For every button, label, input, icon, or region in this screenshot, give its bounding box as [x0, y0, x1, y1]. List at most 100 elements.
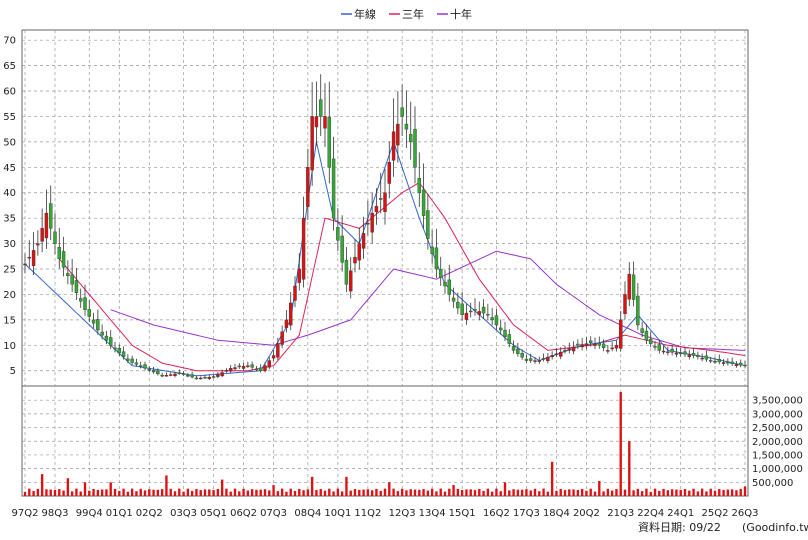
volume-bar	[370, 490, 374, 496]
x-tick-label: 18Q4	[543, 508, 570, 519]
price-tick-label: 10	[3, 341, 16, 352]
volume-bar	[156, 489, 160, 496]
volume-bar	[563, 490, 567, 496]
candle-body	[44, 212, 49, 239]
volume-bar	[610, 490, 614, 496]
volume-bar	[705, 491, 708, 496]
volume-bar	[632, 490, 635, 496]
volume-bar	[383, 488, 387, 496]
x-tick-label: 26Q3	[732, 508, 759, 519]
volume-bar	[242, 488, 245, 496]
volume-bar	[598, 480, 601, 496]
volume-bar	[332, 491, 335, 496]
volume-bar	[473, 490, 477, 496]
candle-body	[31, 250, 36, 267]
volume-bar	[653, 488, 657, 496]
volume-bar	[220, 479, 224, 496]
price-tick-label: 5	[10, 366, 16, 377]
candle-body	[336, 227, 340, 241]
candle-body	[297, 268, 301, 283]
price-tick-label: 40	[3, 188, 16, 199]
candle-body	[503, 329, 507, 338]
volume-bar	[79, 491, 82, 496]
volume-bar	[422, 489, 425, 496]
volume-bar	[640, 491, 644, 496]
x-tick-label: 99Q4	[76, 508, 103, 519]
x-tick-label: 13Q4	[419, 508, 446, 519]
volume-bar	[379, 491, 382, 496]
volume-bar	[525, 489, 528, 496]
volume-tick-label: 3,500,000	[752, 396, 803, 407]
volume-bar	[152, 489, 155, 496]
candle-body	[734, 364, 739, 366]
candle-body	[434, 247, 439, 270]
volume-bar	[405, 490, 408, 496]
three-year-line	[58, 181, 746, 372]
candle-body	[597, 342, 601, 346]
volume-bar	[482, 490, 485, 496]
candle-body	[691, 353, 696, 356]
candle-body	[460, 303, 464, 316]
volume-bar	[568, 489, 571, 496]
legend-label-three-year: 三年	[402, 7, 424, 21]
volume-bar	[289, 488, 292, 496]
volume-bar	[323, 490, 327, 496]
volume-bar	[109, 482, 112, 496]
volume-bar	[169, 488, 172, 496]
volume-bar	[353, 489, 357, 496]
volume-bar	[735, 490, 738, 496]
x-tick-label: 10Q1	[324, 508, 351, 519]
candle-body	[696, 354, 700, 357]
candle-body	[276, 343, 280, 358]
volume-bar	[508, 490, 511, 496]
candle-body	[199, 377, 203, 380]
volume-bar	[23, 491, 27, 496]
candle-body	[259, 367, 263, 371]
candle-body	[511, 346, 516, 351]
volume-bar	[238, 491, 241, 496]
ten-year-line	[110, 250, 746, 351]
candle-body	[447, 279, 451, 295]
candle-body	[430, 246, 434, 254]
volume-bar	[576, 490, 580, 496]
candle-body	[383, 192, 387, 212]
candle-body	[717, 359, 721, 363]
candle-body	[580, 344, 584, 348]
volume-bar	[250, 489, 254, 496]
candle-body	[293, 285, 297, 301]
volume-bar	[62, 490, 65, 496]
candle-body	[601, 343, 606, 349]
volume-bar	[580, 488, 584, 496]
volume-bar	[409, 489, 412, 496]
candle-body	[683, 351, 687, 355]
candle-body	[250, 364, 254, 368]
volume-bar	[53, 489, 57, 496]
price-tick-label: 65	[3, 61, 16, 72]
candle-body	[640, 328, 644, 333]
candle-body	[541, 358, 546, 360]
volume-bar	[126, 491, 130, 496]
volume-bar	[418, 489, 421, 496]
x-tick-label: 08Q4	[294, 508, 321, 519]
candle-body	[563, 349, 567, 352]
volume-bar	[443, 491, 447, 496]
volume-tick-label: 2,000,000	[752, 437, 803, 448]
candle-body	[571, 346, 576, 352]
volume-tick-label: 2,500,000	[752, 423, 803, 434]
volume-bar	[726, 489, 730, 496]
candle-body	[400, 107, 404, 117]
volume-bar	[310, 476, 314, 496]
volume-bar	[675, 489, 678, 496]
price-grid	[21, 29, 749, 497]
volume-bar	[75, 488, 78, 496]
volume-bar	[430, 488, 434, 496]
candle-body	[361, 233, 366, 249]
candle-body	[36, 243, 40, 246]
volume-bar	[362, 489, 365, 496]
volume-bar	[499, 491, 502, 496]
candle-body	[649, 338, 653, 344]
price-tick-label: 60	[3, 87, 16, 98]
volume-bar	[550, 461, 554, 496]
candle-body	[289, 302, 293, 326]
volume-bar	[246, 490, 250, 496]
